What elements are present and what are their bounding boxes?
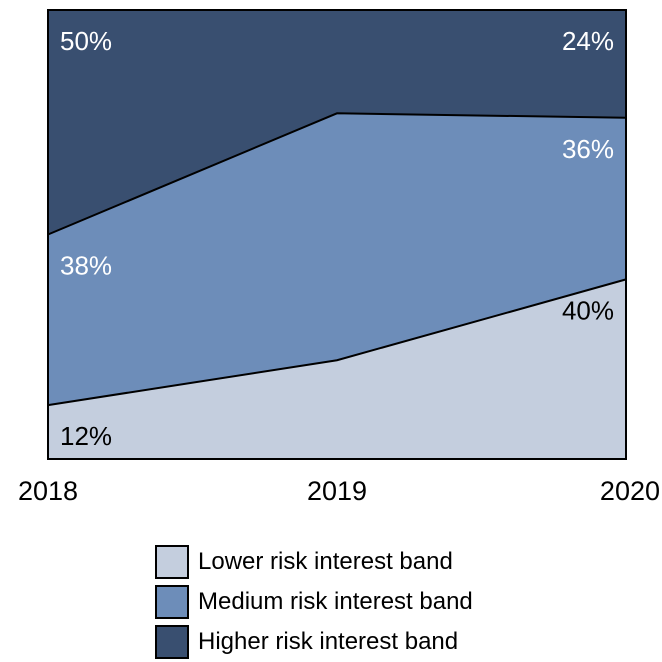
plot-frame — [47, 9, 627, 460]
boundary-line-2 — [47, 112, 627, 236]
data-label: 24% — [562, 26, 614, 56]
boundary-line-1 — [47, 278, 627, 407]
legend: Lower risk interest band Medium risk int… — [155, 542, 473, 662]
legend-swatch-medium — [155, 585, 189, 619]
legend-swatch-lower — [155, 545, 189, 579]
legend-swatch-higher — [155, 625, 189, 659]
data-label: 50% — [60, 26, 112, 56]
x-tick-labels: 2018 2019 2020 — [18, 476, 660, 506]
stacked-area-chart: 12% 40% 38% 36% 50% 24% 2018 2019 2020 — [18, 9, 660, 506]
x-tick-label: 2020 — [600, 476, 660, 506]
legend-label-higher: Higher risk interest band — [198, 628, 459, 655]
data-label: 40% — [562, 295, 614, 325]
area-medium-risk-interest-band — [48, 113, 626, 406]
legend-item-medium: Medium risk interest band — [155, 582, 473, 622]
data-label: 38% — [60, 251, 112, 281]
legend-item-higher: Higher risk interest band — [155, 622, 473, 662]
legend-label-lower: Lower risk interest band — [198, 548, 453, 575]
legend-item-lower: Lower risk interest band — [155, 542, 473, 582]
data-labels: 12% 40% 38% 36% 50% 24% — [60, 26, 614, 451]
series-boundary-lines — [47, 112, 627, 407]
legend-label-medium: Medium risk interest band — [198, 588, 473, 615]
area-lower-risk-interest-band — [48, 279, 626, 459]
data-label: 36% — [562, 134, 614, 164]
area-higher-risk-interest-band — [48, 10, 626, 235]
x-tick-label: 2018 — [18, 476, 78, 506]
data-label: 12% — [60, 421, 112, 451]
x-tick-label: 2019 — [307, 476, 367, 506]
area-layers — [48, 10, 626, 459]
